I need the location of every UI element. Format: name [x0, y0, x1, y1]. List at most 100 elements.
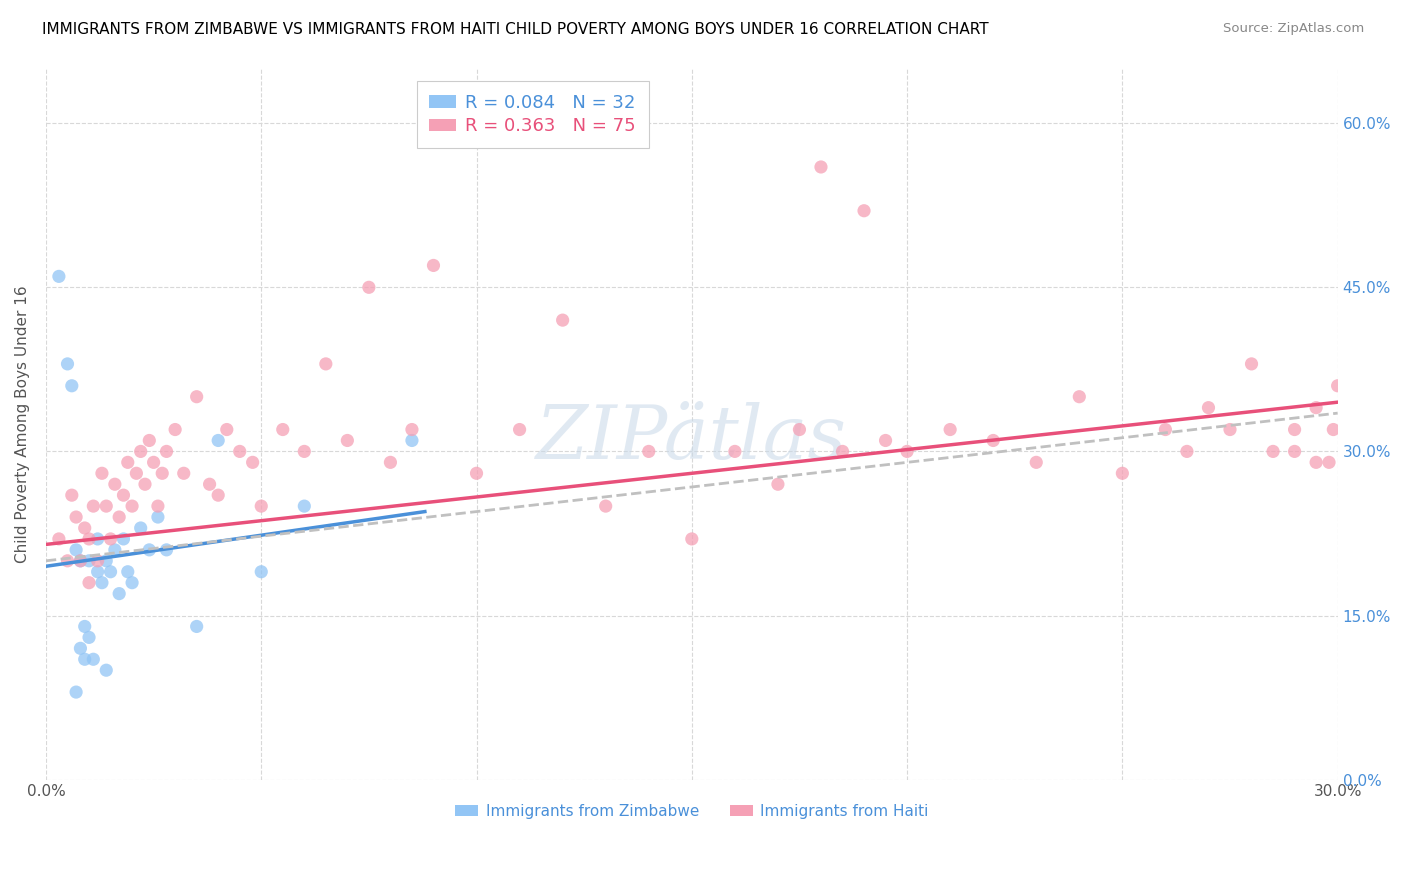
Point: [186, 619, 208, 633]
Point: [91, 467, 114, 481]
Point: [134, 477, 156, 491]
Point: [121, 575, 143, 590]
Point: [69, 554, 91, 568]
Point: [48, 532, 70, 546]
Point: [681, 532, 703, 546]
Point: [1284, 444, 1306, 458]
Point: [637, 444, 659, 458]
Point: [595, 499, 617, 513]
Point: [271, 423, 294, 437]
Point: [60, 488, 83, 502]
Point: [150, 467, 173, 481]
Point: [117, 565, 139, 579]
Point: [86, 565, 108, 579]
Point: [896, 444, 918, 458]
Point: [198, 477, 221, 491]
Point: [207, 488, 229, 502]
Point: [207, 434, 229, 448]
Point: [766, 477, 789, 491]
Point: [228, 444, 250, 458]
Point: [77, 575, 100, 590]
Point: [129, 521, 152, 535]
Point: [138, 542, 160, 557]
Point: [96, 554, 118, 568]
Point: [77, 532, 100, 546]
Point: [789, 423, 811, 437]
Point: [1175, 444, 1198, 458]
Point: [1305, 455, 1327, 469]
Point: [1284, 423, 1306, 437]
Point: [831, 444, 853, 458]
Point: [142, 455, 165, 469]
Point: [108, 587, 131, 601]
Point: [250, 565, 273, 579]
Point: [1322, 423, 1344, 437]
Point: [1240, 357, 1263, 371]
Point: [73, 619, 96, 633]
Point: [1317, 455, 1340, 469]
Point: [104, 477, 127, 491]
Point: [250, 499, 273, 513]
Point: [96, 499, 118, 513]
Point: [56, 357, 79, 371]
Point: [108, 510, 131, 524]
Point: [380, 455, 402, 469]
Point: [1305, 401, 1327, 415]
Point: [121, 499, 143, 513]
Point: [1326, 378, 1348, 392]
Point: [100, 565, 122, 579]
Point: [292, 499, 315, 513]
Point: [96, 663, 118, 677]
Point: [155, 444, 177, 458]
Point: [56, 554, 79, 568]
Point: [242, 455, 264, 469]
Point: [104, 542, 127, 557]
Point: [65, 542, 87, 557]
Point: [292, 444, 315, 458]
Point: [112, 488, 135, 502]
Point: [724, 444, 747, 458]
Point: [65, 510, 87, 524]
Point: [551, 313, 574, 327]
Point: [1069, 390, 1091, 404]
Point: [138, 434, 160, 448]
Point: [155, 542, 177, 557]
Point: [73, 652, 96, 666]
Point: [73, 521, 96, 535]
Point: [86, 554, 108, 568]
Point: [146, 510, 169, 524]
Point: [1154, 423, 1177, 437]
Point: [853, 203, 876, 218]
Point: [82, 652, 104, 666]
Point: [91, 575, 114, 590]
Point: [1025, 455, 1047, 469]
Point: [186, 390, 208, 404]
Point: [165, 423, 187, 437]
Point: [939, 423, 962, 437]
Point: [117, 455, 139, 469]
Point: [60, 378, 83, 392]
Point: [810, 160, 832, 174]
Point: [112, 532, 135, 546]
Point: [86, 532, 108, 546]
Point: [1261, 444, 1284, 458]
Point: [1198, 401, 1220, 415]
Point: [875, 434, 897, 448]
Point: [981, 434, 1004, 448]
Point: [69, 641, 91, 656]
Point: [422, 259, 444, 273]
Text: Source: ZipAtlas.com: Source: ZipAtlas.com: [1223, 22, 1364, 36]
Text: IMMIGRANTS FROM ZIMBABWE VS IMMIGRANTS FROM HAITI CHILD POVERTY AMONG BOYS UNDER: IMMIGRANTS FROM ZIMBABWE VS IMMIGRANTS F…: [42, 22, 988, 37]
Text: ZIPätlas: ZIPätlas: [536, 402, 848, 475]
Point: [1111, 467, 1133, 481]
Point: [509, 423, 531, 437]
Point: [215, 423, 238, 437]
Y-axis label: Child Poverty Among Boys Under 16: Child Poverty Among Boys Under 16: [15, 285, 30, 563]
Point: [48, 269, 70, 284]
Point: [82, 499, 104, 513]
Point: [77, 631, 100, 645]
Point: [401, 423, 423, 437]
Point: [401, 434, 423, 448]
Point: [69, 554, 91, 568]
Point: [65, 685, 87, 699]
